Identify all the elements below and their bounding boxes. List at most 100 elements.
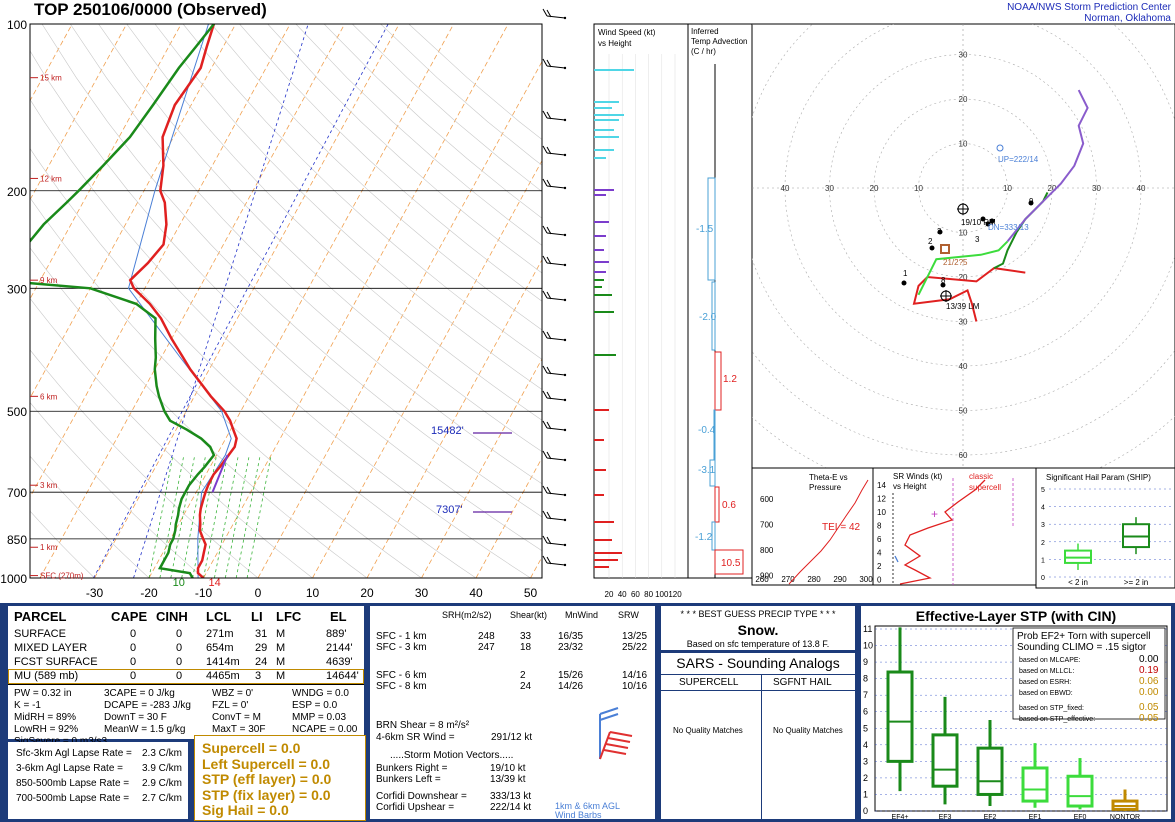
parcel-cell: M (276, 670, 286, 682)
ship-frame (1035, 467, 1175, 589)
wind-barb (546, 486, 552, 495)
theta-y-tick: 900 (760, 572, 774, 581)
stp-prob-label: based on STP_effective: (1019, 716, 1095, 723)
hodo-height-label: 9 (1029, 197, 1034, 206)
wind-barb (542, 365, 548, 374)
wind-barb-dot (563, 493, 567, 497)
adv-value: 0.6 (722, 500, 736, 511)
sars-col-hail: SGFNT HAIL (773, 677, 832, 688)
wind-barb (546, 331, 552, 340)
kin-cell: 10/16 (622, 681, 648, 692)
srw-classic-label: classic (969, 472, 993, 481)
srw-y-tick: 12 (877, 495, 886, 504)
wind-barb-dot (563, 233, 567, 237)
wind-barb (546, 536, 552, 545)
kin-cell: 25/22 (622, 642, 648, 653)
precip-note: Based on sfc temperature of 13.8 F. (686, 639, 830, 649)
height-label: 9 km (40, 276, 58, 285)
stp-prob-value: 0.05 (1139, 702, 1159, 713)
stp-box: Effective-Layer STP (with CIN) 11 10 9 8 7 6 5 4… (861, 606, 1171, 819)
adv-title: (C / hr) (691, 47, 716, 56)
pressure-label-300: 300 (7, 282, 27, 296)
adv-value: 1.2 (723, 374, 737, 385)
index-value: MidRH = 89% (14, 712, 76, 723)
isotherm (366, 258, 542, 578)
dry-adiabat (239, 24, 542, 302)
parcel-cell: FCST SURFACE (14, 656, 98, 668)
wind-barb (542, 330, 548, 339)
ring-label-south: 90 (959, 585, 968, 594)
parcel-cell: M (276, 656, 286, 668)
temp-tick-label: 10 (306, 586, 320, 600)
mixing-ratio-line (148, 455, 174, 578)
stp-prob-label: based on MLCAPE: (1019, 657, 1081, 664)
wind-tick-label: 20 (605, 590, 614, 599)
parcel-cell: SURFACE (14, 628, 66, 640)
isotherm (30, 24, 182, 300)
srw-supercell-label: supercell (969, 483, 1001, 492)
isotherm (312, 159, 542, 578)
height-label: 12 km (40, 174, 62, 183)
wind-barb (546, 421, 552, 430)
wind-tick-label: 120 (668, 590, 682, 599)
stp-box (1066, 774, 1094, 808)
index-value: WBZ = 0' (212, 688, 254, 699)
parcel-cell: 0 (130, 642, 137, 654)
adv-value: -1.5 (696, 224, 714, 235)
hodo-height-label: 3 (937, 227, 942, 236)
kin-header: SRW (618, 610, 639, 620)
mixing-ratio-line (181, 455, 207, 578)
wind-barb (546, 291, 552, 300)
mixing-ratio-line (235, 455, 261, 578)
temp-tick-label: 20 (360, 586, 374, 600)
wind-barb (546, 185, 566, 189)
kin-cell: 23/32 (558, 642, 584, 653)
ring-label-east: 40 (1137, 184, 1146, 193)
ring-label-north: 10 (959, 140, 968, 149)
motion-title: .....Storm Motion Vectors..... (390, 750, 514, 761)
index-value: MMP = 0.03 (292, 712, 347, 723)
index-value: K = -1 (14, 700, 41, 711)
isotherm (257, 60, 542, 578)
dry-adiabat (267, 24, 542, 274)
hodograph: 1010101020202020303030304040404050506060… (751, 23, 1175, 594)
adv-bar (711, 521, 716, 551)
kin-cell: 14/26 (558, 681, 584, 692)
wind-barb (546, 511, 552, 520)
stp-y-tick: 0 (863, 806, 868, 816)
composite-box: Supercell = 0.0 Left Supercell = 0.0 STP (… (194, 735, 366, 821)
dn-label: DN=333/13 (988, 223, 1029, 232)
ship-y-tick: 2 (1041, 540, 1045, 547)
pressure-label-200: 200 (7, 185, 27, 199)
parcel-cell: 4639' (326, 656, 353, 668)
barbs-label: 1km & 6km AGL (555, 801, 621, 811)
ring-label-south: 60 (959, 451, 968, 460)
hodo-height-label: 1 (903, 269, 908, 278)
ship-x-label: >= 2 in (1124, 578, 1148, 587)
ring-label-east: 30 (1092, 184, 1101, 193)
wind-barb-dot (563, 186, 567, 190)
parcel-cell: 271m (206, 628, 234, 640)
parcel-cell: 4465m (206, 670, 240, 682)
sounding-title: TOP 250106/0000 (Observed) (34, 0, 267, 19)
wind-barb (542, 390, 548, 399)
ring-label-west: 40 (781, 184, 790, 193)
stp-prob-label: based on EBWD: (1019, 690, 1073, 697)
temp-tick-label: 50 (524, 586, 538, 600)
theta-x-tick: 260 (755, 575, 769, 584)
wind-barb (546, 562, 566, 566)
hodo-trace-2 (917, 240, 1009, 296)
wind-barb (546, 297, 566, 301)
adv-value: -2.0 (699, 312, 717, 323)
ship-y-tick: 5 (1041, 487, 1045, 494)
sars-box: SARS - Sounding Analogs SUPERCELL SGFNT … (661, 653, 855, 819)
wind-barb (542, 510, 548, 519)
stp-prob-value: 0.05 (1139, 713, 1159, 724)
kinematics-box: SRH(m2/s2) Shear(kt) MnWind SRW SFC - 1 km 24… (370, 606, 655, 820)
ring-label-south: 50 (959, 407, 968, 416)
stp-y-tick: 6 (863, 707, 868, 717)
ring-label-east: 20 (1048, 184, 1057, 193)
index-value: 3CAPE = 0 J/kg (104, 688, 175, 699)
ring-label-south: 40 (959, 362, 968, 371)
lapse-value: 2.3 C/km (142, 748, 183, 759)
